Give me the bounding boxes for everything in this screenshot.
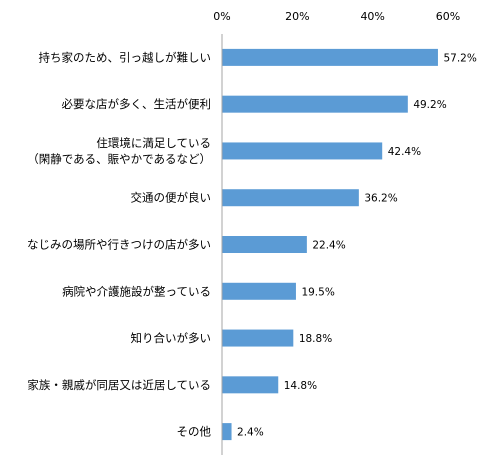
x-tick-label: 20% <box>285 10 309 23</box>
category-label: その他 <box>177 425 212 439</box>
x-axis-ticks: 0% 20% 40% 60% <box>213 10 460 23</box>
bar-value-label: 36.2% <box>364 193 397 205</box>
bar <box>222 95 408 113</box>
bar-row: 住環境に満足している（閑静である、賑やかであるなど） 42.4% <box>27 136 421 166</box>
bar-value-label: 2.4% <box>237 427 264 439</box>
category-label: なじみの場所や行きつけの店が多い <box>27 238 211 252</box>
bar-value-label: 19.5% <box>301 286 334 298</box>
bar <box>222 189 359 207</box>
x-tick-label: 0% <box>213 10 230 23</box>
bar-row: 病院や介護施設が整っている 19.5% <box>62 282 335 300</box>
category-label: 持ち家のため、引っ越しが難しい <box>39 50 212 64</box>
bar <box>222 423 232 441</box>
bar <box>222 48 438 66</box>
bar-value-label: 49.2% <box>413 99 446 111</box>
bar <box>222 142 383 160</box>
bar-row: なじみの場所や行きつけの店が多い 22.4% <box>27 236 346 253</box>
category-label: 交通の便が良い <box>131 191 212 205</box>
bars: 持ち家のため、引っ越しが難しい 57.2% 必要な店が多く、生活が便利 49.2% 住環… <box>27 48 477 441</box>
bar <box>222 236 307 253</box>
bar-row: 交通の便が良い 36.2% <box>131 189 398 207</box>
bar-row: 家族・親戚が同居又は近居している 14.8% <box>27 376 317 394</box>
bar-value-label: 14.8% <box>284 380 317 392</box>
bar-value-label: 42.4% <box>388 146 421 158</box>
bar-value-label: 18.8% <box>299 333 332 345</box>
category-label: 知り合いが多い <box>131 331 212 345</box>
bar-row: 知り合いが多い 18.8% <box>131 329 332 347</box>
category-label: 住環境に満足している（閑静である、賑やかであるなど） <box>27 136 211 166</box>
category-label: 必要な店が多く、生活が便利 <box>62 97 212 111</box>
x-tick-label: 40% <box>360 10 384 23</box>
bar <box>222 329 294 347</box>
x-tick-label: 60% <box>436 10 460 23</box>
category-label: 家族・親戚が同居又は近居している <box>27 378 211 392</box>
bar-row: 持ち家のため、引っ越しが難しい 57.2% <box>39 48 477 66</box>
bar-value-label: 57.2% <box>443 52 476 64</box>
bar-row: その他 2.4% <box>177 423 264 441</box>
bar <box>222 376 279 394</box>
bar-row: 必要な店が多く、生活が便利 49.2% <box>62 95 447 113</box>
bar-value-label: 22.4% <box>312 240 345 252</box>
category-label: 病院や介護施設が整っている <box>62 284 211 298</box>
bar <box>222 282 296 300</box>
